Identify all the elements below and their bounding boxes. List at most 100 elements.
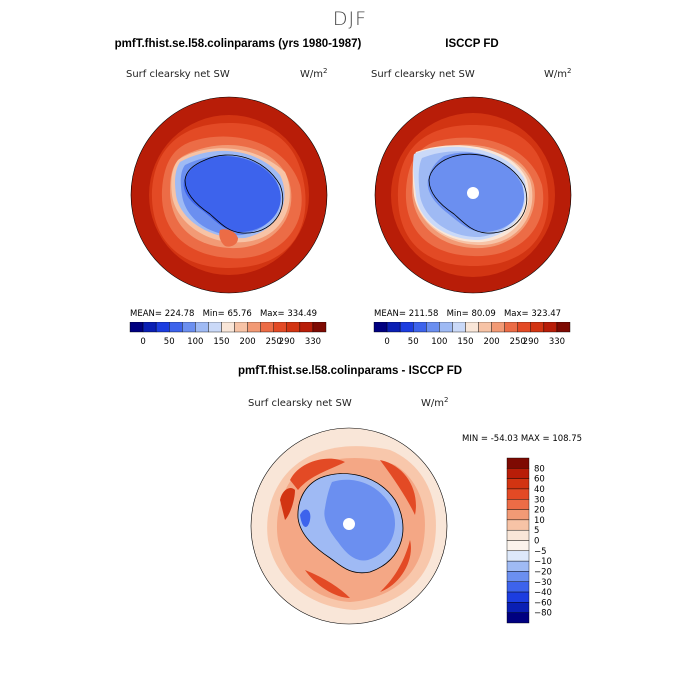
units-base-obs: W/m xyxy=(544,69,567,80)
colorbar-tick-label: 20 xyxy=(534,506,545,516)
colorbar-swatch xyxy=(543,322,558,333)
mean-value-obs: 211.58 xyxy=(408,309,439,319)
mean-value-model: 224.78 xyxy=(164,309,195,319)
colorbar-swatch xyxy=(517,322,532,333)
colorbar-tick-label: −10 xyxy=(534,557,552,567)
colorbar-swatch xyxy=(386,322,401,333)
colorbar-swatch xyxy=(506,519,530,531)
colorbar-swatch xyxy=(465,322,479,333)
colorbar-tick-label: 100 xyxy=(431,337,447,347)
units-exp-obs: 2 xyxy=(567,67,572,75)
colorbar-swatch xyxy=(413,322,427,333)
colorbar-tick-label: 40 xyxy=(534,485,545,495)
colorbar-tick-label: −40 xyxy=(534,588,552,598)
colorbar-tick-label: 250 xyxy=(510,337,526,347)
units-label-obs: W/m2 xyxy=(544,67,571,80)
colorbar-tick-label: 50 xyxy=(408,337,419,347)
map-diff xyxy=(250,427,448,625)
colorbar-tick-label: −30 xyxy=(534,578,552,588)
colorbar-swatch xyxy=(506,457,530,469)
colorbar-swatch xyxy=(491,322,505,333)
colorbar-tick-label: 330 xyxy=(305,337,321,347)
colorbar-swatch xyxy=(452,322,466,333)
colorbar-swatch xyxy=(286,322,301,333)
colorbar-swatch xyxy=(506,581,530,593)
colorbar-tick-label: 5 xyxy=(534,526,539,536)
colorbar-swatch xyxy=(129,322,144,333)
colorbar-swatch xyxy=(439,322,453,333)
colorbar-tick-label: −80 xyxy=(534,609,552,619)
units-label-diff: W/m2 xyxy=(421,396,448,409)
min-label-model: Min= xyxy=(202,309,225,319)
variable-label-obs: Surf clearsky net SW xyxy=(371,69,475,80)
colorbar-tick-label: 60 xyxy=(534,475,545,485)
colorbar-swatch xyxy=(530,322,545,333)
colorbar-swatch xyxy=(506,529,530,541)
colorbar-swatch xyxy=(506,509,530,521)
colorbar-tick-label: 80 xyxy=(534,464,545,474)
mean-label-model: MEAN= xyxy=(130,309,162,319)
colorbar-swatch xyxy=(221,322,235,333)
variable-label-diff: Surf clearsky net SW xyxy=(248,398,352,409)
colorbar-swatch xyxy=(506,612,530,624)
colorbar-swatch xyxy=(273,322,288,333)
colorbar-swatch xyxy=(155,322,170,333)
colorbar-swatch xyxy=(399,322,414,333)
colorbar-tick-label: 10 xyxy=(534,516,545,526)
colorbar-tick-label: 330 xyxy=(549,337,565,347)
colorbar-swatch xyxy=(312,322,327,333)
colorbar-tick-label: 0 xyxy=(384,337,389,347)
colorbar-tick-label: 290 xyxy=(523,337,539,347)
stats-model: MEAN= 224.78 Min= 65.76 Max= 334.49 xyxy=(130,309,317,319)
colorbar-tick-label: 200 xyxy=(239,337,255,347)
colorbar-swatch xyxy=(260,322,274,333)
colorbar-tick-label: −60 xyxy=(534,598,552,608)
colorbar-swatch xyxy=(373,322,388,333)
colorbar-swatch xyxy=(506,488,530,500)
colorbar-tick-label: 50 xyxy=(164,337,175,347)
colorbar-swatch xyxy=(504,322,518,333)
max-label-model: Max= xyxy=(259,309,285,319)
colorbar-tick-label: 0 xyxy=(534,537,539,547)
max-value-obs: 323.47 xyxy=(531,309,562,319)
colorbar-tick-label: 250 xyxy=(266,337,282,347)
colorbar-tick-label: 100 xyxy=(187,337,203,347)
variable-label-model: Surf clearsky net SW xyxy=(126,69,230,80)
colorbar-swatch xyxy=(506,602,530,613)
colorbar-tick-label: 290 xyxy=(279,337,295,347)
colorbar-swatch xyxy=(426,322,440,333)
stats-diff: MIN = -54.03 MAX = 108.75 xyxy=(462,434,583,444)
colorbar-swatch xyxy=(506,560,530,572)
max-label-obs: Max= xyxy=(503,309,529,319)
min-value-obs: 80.09 xyxy=(471,309,496,319)
colorbar-swatch xyxy=(208,322,222,333)
min-value-model: 65.76 xyxy=(227,309,252,319)
colorbar-tick-label: 30 xyxy=(534,495,545,505)
colorbar-swatch xyxy=(506,550,530,562)
colorbar-swatch xyxy=(506,571,530,582)
colorbar-swatch xyxy=(506,499,530,510)
figure-title: DJF xyxy=(332,8,368,30)
colorbar-swatch xyxy=(182,322,196,333)
colorbar-tick-label: −20 xyxy=(534,567,552,577)
colorbar-swatch xyxy=(506,540,530,552)
colorbar-swatch xyxy=(234,322,248,333)
panel-title-diff: pmfT.fhist.se.l58.colinparams - ISCCP FD xyxy=(237,365,463,377)
units-base-diff: W/m xyxy=(421,398,444,409)
colorbar-tick-label: −5 xyxy=(534,547,547,557)
colorbar-tick-label: 200 xyxy=(483,337,499,347)
colorbar-swatch xyxy=(556,322,571,333)
colorbar-swatch xyxy=(506,478,530,490)
colorbar-tick-label: 150 xyxy=(457,337,473,347)
units-exp-model: 2 xyxy=(323,67,328,75)
colorbar-swatch xyxy=(195,322,209,333)
stats-obs: MEAN= 211.58 Min= 80.09 Max= 323.47 xyxy=(374,309,561,319)
units-label-model: W/m2 xyxy=(300,67,327,80)
units-exp-diff: 2 xyxy=(444,396,449,404)
panel-title-obs: ISCCP FD xyxy=(445,38,499,50)
colorbar-swatch xyxy=(247,322,261,333)
colorbar-swatch xyxy=(478,322,492,333)
